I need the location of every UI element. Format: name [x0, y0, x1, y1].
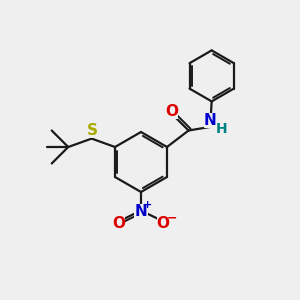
Text: O: O	[165, 104, 178, 119]
Text: N: N	[135, 204, 147, 219]
Text: S: S	[87, 123, 98, 138]
Text: −: −	[167, 212, 178, 225]
Text: H: H	[216, 122, 227, 136]
Text: O: O	[157, 216, 170, 231]
Text: +: +	[143, 200, 152, 210]
Text: O: O	[112, 216, 125, 231]
Text: N: N	[204, 113, 217, 128]
